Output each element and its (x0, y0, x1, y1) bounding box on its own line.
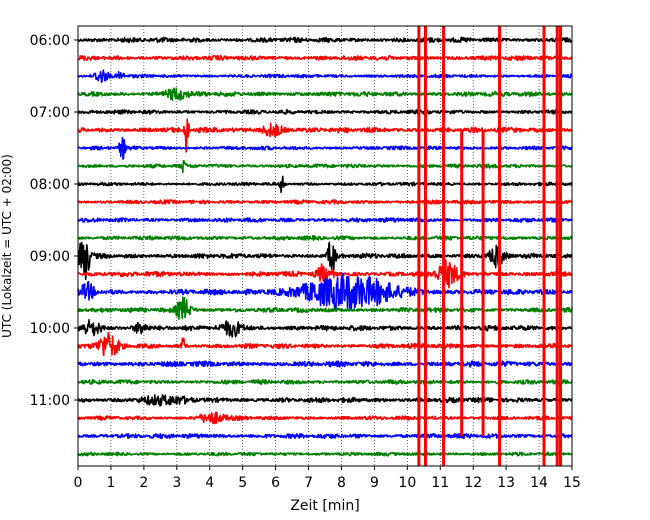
trace-row-11 (77, 235, 573, 241)
trace-row-15 (77, 296, 573, 321)
trace-row-8 (77, 175, 573, 194)
trace-row-4 (77, 109, 573, 115)
trace-row-5 (77, 118, 573, 153)
trace-row-22 (77, 432, 573, 440)
trace-row-1 (77, 54, 573, 62)
x-tick-label-15: 15 (563, 475, 581, 491)
x-axis-label: Zeit [min] (290, 498, 359, 514)
y-tick-label-5: 11:00 (30, 393, 70, 409)
trace-row-17 (77, 332, 573, 357)
y-axis-label: UTC (Lokalzeit = UTC + 02:00) (0, 154, 14, 338)
trace-row-23 (77, 451, 573, 457)
x-tick-label-1: 1 (106, 475, 115, 491)
trace-row-3 (77, 87, 573, 101)
x-tick-label-5: 5 (238, 475, 247, 491)
trace-row-21 (77, 411, 573, 425)
y-tick-label-1: 07:00 (30, 105, 70, 121)
x-tick-label-0: 0 (74, 475, 83, 491)
plot-frame (77, 25, 573, 467)
y-tick-label-0: 06:00 (30, 33, 70, 49)
x-tick-label-6: 6 (271, 475, 280, 491)
y-tick-label-2: 08:00 (30, 177, 70, 193)
trace-row-2 (77, 69, 573, 84)
x-tick-label-2: 2 (139, 475, 148, 491)
trace-row-6 (77, 136, 573, 160)
plot-background (78, 26, 572, 466)
trace-row-20 (77, 394, 573, 407)
trace-row-0 (77, 36, 573, 44)
trace-row-9 (77, 199, 573, 205)
trace-row-14 (77, 272, 573, 310)
red-spikes (417, 26, 562, 466)
trace-row-19 (77, 378, 573, 386)
x-tick-label-3: 3 (172, 475, 181, 491)
y-axis: 06:00 07:00 08:00 09:00 10:00 11:00 (30, 33, 78, 409)
trace-row-12 (77, 241, 573, 281)
x-tick-label-12: 12 (464, 475, 482, 491)
trace-row-10 (77, 217, 573, 224)
y-tick-label-4: 10:00 (30, 321, 70, 337)
trace-row-16 (77, 319, 573, 338)
x-tick-label-8: 8 (337, 475, 346, 491)
trace-row-18 (77, 360, 573, 368)
traces (77, 36, 573, 457)
x-tick-label-13: 13 (497, 475, 515, 491)
x-tick-label-14: 14 (530, 475, 548, 491)
x-axis: 0 1 2 3 4 5 6 7 8 9 10 11 12 13 14 15 (74, 466, 581, 491)
x-tick-label-4: 4 (205, 475, 214, 491)
x-tick-label-10: 10 (398, 475, 416, 491)
x-tick-label-9: 9 (370, 475, 379, 491)
x-tick-label-7: 7 (304, 475, 313, 491)
x-tick-label-11: 11 (431, 475, 449, 491)
trace-row-7 (77, 159, 573, 174)
y-tick-label-3: 09:00 (30, 249, 70, 265)
